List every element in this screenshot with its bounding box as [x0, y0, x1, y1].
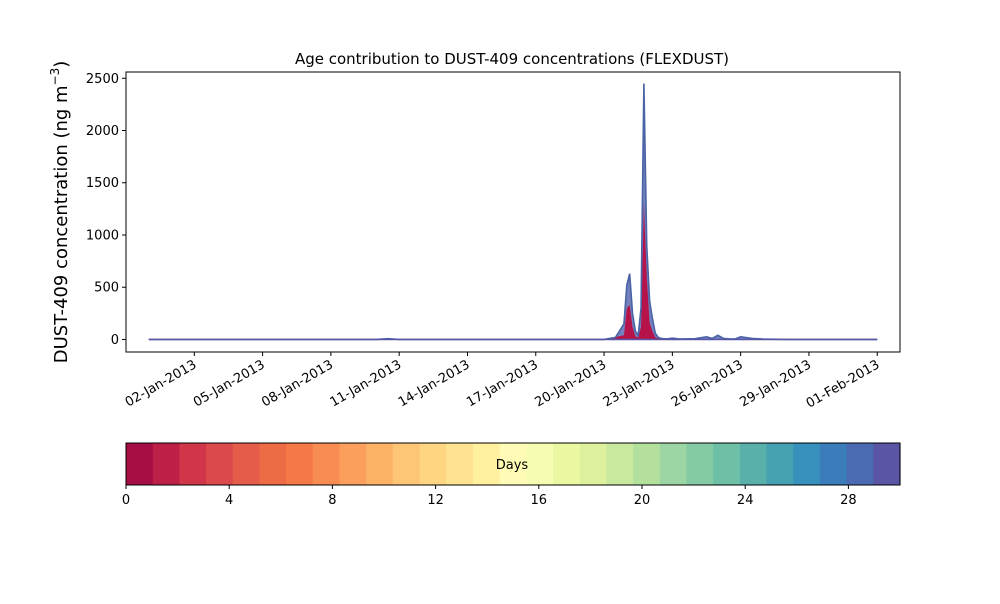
series-total-line	[148, 83, 878, 341]
colorbar-tick-label: 8	[328, 493, 336, 508]
colorbar-tick-label: 12	[427, 493, 444, 508]
colorbar-segment	[819, 443, 848, 485]
colorbar-segment	[286, 443, 314, 485]
colorbar-segment	[793, 443, 821, 485]
colorbar-tick-label: 4	[225, 493, 233, 508]
colorbar-segment	[686, 443, 714, 485]
colorbar-segment	[659, 443, 688, 485]
colorbar-segment	[499, 443, 527, 485]
colorbar-segment	[179, 443, 207, 485]
chart-title: Age contribution to DUST-409 concentrati…	[295, 50, 729, 68]
plot-area: 0 500 1000 1500 2000 2500 02-Jan-201305-Jan-20…	[86, 71, 901, 411]
colorbar-frame	[125, 442, 901, 486]
y-tick-label: 1000	[86, 228, 119, 243]
y-tick-label: 1500	[86, 176, 119, 191]
colorbar-segment	[206, 443, 234, 485]
colorbar-segment	[766, 443, 794, 485]
colorbar-tick-label: 0	[122, 493, 130, 508]
colorbar-segment	[633, 443, 661, 485]
plot-frame	[125, 71, 901, 353]
x-tick-label: 23-Jan-2013	[601, 357, 678, 410]
colorbar-tick-label: 16	[531, 493, 548, 508]
x-tick-label: 26-Jan-2013	[669, 357, 746, 410]
colorbar-segment	[259, 443, 287, 485]
colorbar-segment	[366, 443, 394, 485]
colorbar-segment	[126, 443, 154, 485]
colorbar-segment	[526, 443, 554, 485]
y-axis-label: DUST-409 concentration (ng m−3)	[48, 61, 72, 364]
colorbar-segment	[392, 443, 421, 485]
colorbar-tick-label: 28	[840, 493, 857, 508]
y-tick-label: 0	[111, 333, 119, 348]
colorbar-segment	[739, 443, 768, 485]
x-tick-label: 05-Jan-2013	[191, 357, 268, 410]
y-tick-label: 2500	[86, 72, 119, 87]
x-tick-label: 29-Jan-2013	[737, 357, 814, 410]
colorbar-segment	[472, 443, 501, 485]
colorbar-segment	[339, 443, 367, 485]
series-total-area	[148, 83, 878, 340]
colorbar-segment	[873, 443, 901, 485]
colorbar-segment	[553, 443, 581, 485]
colorbar-segment	[152, 443, 180, 485]
colorbar-segment	[419, 443, 447, 485]
x-tick-label: 20-Jan-2013	[532, 357, 609, 410]
colorbar-segment	[232, 443, 261, 485]
x-tick-label: 01-Feb-2013	[804, 357, 883, 411]
x-tick-label: 17-Jan-2013	[464, 357, 541, 410]
colorbar: 0 4 8 12 16 20 24 28	[122, 442, 901, 508]
colorbar-tick-label: 20	[634, 493, 651, 508]
colorbar-segment	[579, 443, 608, 485]
series-young-area	[148, 203, 878, 340]
colorbar-segment	[606, 443, 634, 485]
x-tick-label: 11-Jan-2013	[328, 357, 405, 410]
colorbar-segment	[713, 443, 741, 485]
colorbar-tick-label: 24	[737, 493, 754, 508]
y-tick-label: 500	[94, 281, 119, 296]
y-tick-label: 2000	[86, 124, 119, 139]
colorbar-label: Days	[496, 458, 529, 473]
colorbar-segment	[446, 443, 474, 485]
x-tick-label: 08-Jan-2013	[259, 357, 336, 410]
x-tick-label: 14-Jan-2013	[396, 357, 473, 410]
colorbar-segment	[846, 443, 874, 485]
x-tick-label: 02-Jan-2013	[123, 357, 200, 410]
colorbar-segment	[312, 443, 341, 485]
